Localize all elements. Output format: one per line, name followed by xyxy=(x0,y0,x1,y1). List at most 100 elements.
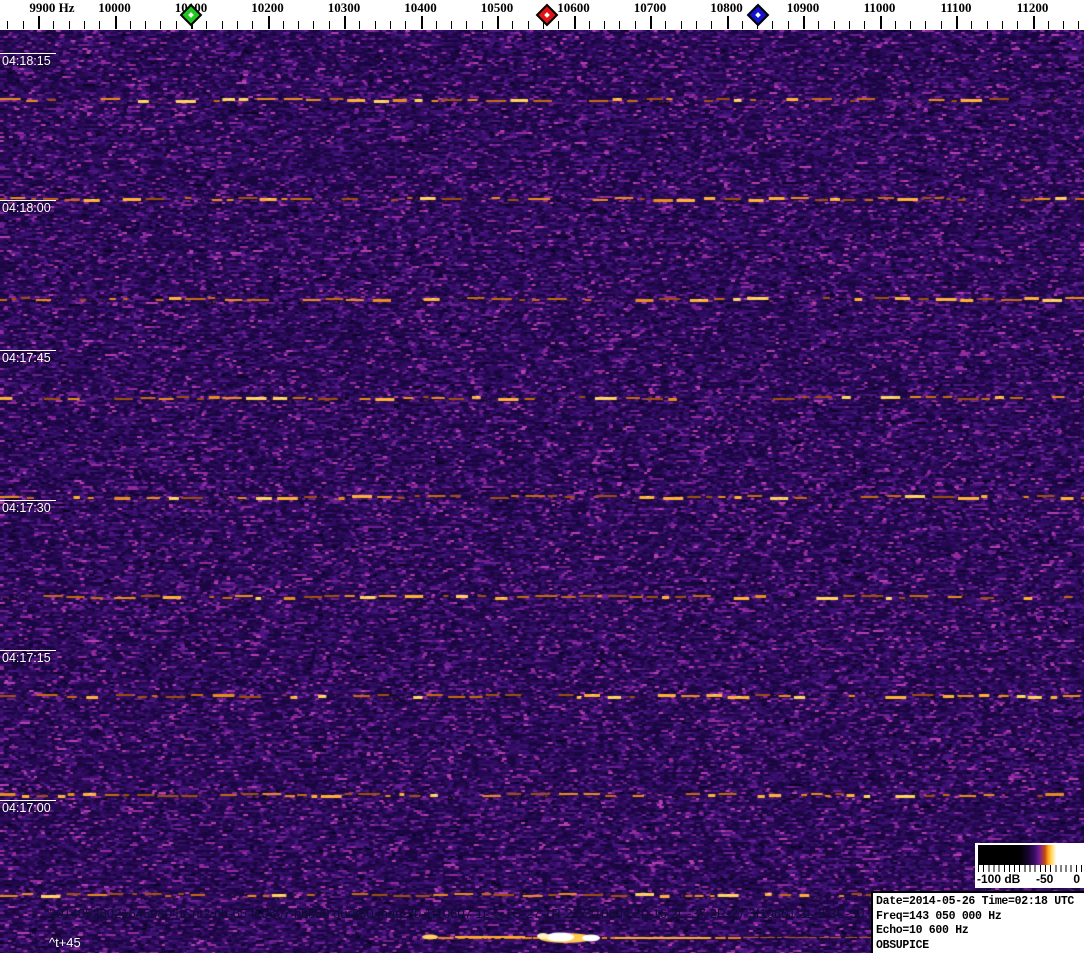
marker-center-dot xyxy=(543,12,550,18)
freq-major-tick xyxy=(803,16,805,29)
frequency-tick-label: 10400 xyxy=(404,0,437,15)
frequency-tick-label: 10500 xyxy=(480,0,514,15)
freq-minor-tick xyxy=(252,21,254,29)
freq-minor-tick xyxy=(848,21,850,29)
freq-minor-tick xyxy=(910,21,912,29)
time-tick-line xyxy=(0,53,56,54)
frequency-ruler: 9900 Hz100001010010200103001040010500106… xyxy=(0,0,1084,30)
freq-minor-tick xyxy=(558,21,560,29)
db-label-max: 0 xyxy=(1073,872,1080,886)
freq-minor-tick xyxy=(604,21,606,29)
time-label: 04:17:45 xyxy=(2,351,51,365)
freq-minor-tick xyxy=(389,21,391,29)
frequency-tick-label: 10000 xyxy=(98,0,131,15)
time-tick-line xyxy=(0,650,56,651)
cursor-time-label: ^t+45 xyxy=(49,935,81,950)
detection-status-line: 20140526021645980 hCnt2 nb-65 f10607 hit… xyxy=(49,906,897,921)
db-label-mid: -50 xyxy=(1036,872,1054,886)
freq-minor-tick xyxy=(787,21,789,29)
freq-minor-tick xyxy=(1017,21,1019,29)
freq-minor-tick xyxy=(282,21,284,29)
marker-center-dot xyxy=(188,12,194,18)
marker-center-dot xyxy=(755,12,761,18)
db-gradient-bar xyxy=(978,845,1081,865)
freq-minor-tick xyxy=(206,21,208,29)
time-tick-line xyxy=(0,500,56,501)
freq-major-tick xyxy=(1032,16,1035,29)
freq-minor-tick xyxy=(894,21,896,29)
freq-minor-tick xyxy=(818,21,820,29)
freq-major-tick xyxy=(344,16,346,29)
freq-minor-tick xyxy=(313,21,315,29)
freq-major-tick xyxy=(650,16,652,29)
freq-minor-tick xyxy=(83,21,85,29)
info-station: OBSUPICE xyxy=(876,938,929,952)
time-label: 04:17:30 xyxy=(2,501,51,515)
observation-info-box: Date=2014-05-26 Time=02:18 UTC Freq=143 … xyxy=(871,891,1084,953)
frequency-tick-label: 10800 xyxy=(710,0,743,15)
freq-minor-tick xyxy=(986,21,988,29)
time-label: 04:17:15 xyxy=(2,651,51,665)
frequency-tick-label: 11200 xyxy=(1016,0,1049,15)
frequency-tick-label: 9900 Hz xyxy=(29,0,75,15)
freq-minor-tick xyxy=(405,21,407,29)
freq-minor-tick xyxy=(833,21,835,29)
freq-minor-tick xyxy=(527,21,529,29)
freq-minor-tick xyxy=(741,21,743,29)
freq-minor-tick xyxy=(328,21,330,29)
time-tick-line xyxy=(0,200,56,201)
info-frequency: Freq=143 050 000 Hz xyxy=(876,909,1002,923)
freq-minor-tick xyxy=(634,21,636,29)
db-scale-legend: -100 dB -50 0 xyxy=(975,843,1084,888)
frequency-tick-label: 11000 xyxy=(863,0,896,15)
frequency-tick-label: 10300 xyxy=(327,0,361,15)
freq-minor-tick xyxy=(1063,21,1065,29)
freq-minor-tick xyxy=(451,21,453,29)
info-date-time: Date=2014-05-26 Time=02:18 UTC xyxy=(876,895,1075,908)
freq-minor-tick xyxy=(512,21,514,29)
time-label: 04:17:00 xyxy=(2,801,51,815)
db-tick-comb xyxy=(978,865,1082,872)
blue-marker[interactable] xyxy=(746,3,770,27)
spectrogram-canvas[interactable] xyxy=(0,30,1084,953)
freq-minor-tick xyxy=(435,21,437,29)
freq-minor-tick xyxy=(1001,21,1003,29)
freq-major-tick xyxy=(956,16,958,29)
freq-minor-tick xyxy=(1047,21,1049,29)
freq-minor-tick xyxy=(971,21,973,29)
freq-minor-tick xyxy=(588,21,590,29)
freq-minor-tick xyxy=(129,21,131,29)
red-marker[interactable] xyxy=(535,3,559,27)
freq-minor-tick xyxy=(772,21,774,29)
freq-minor-tick xyxy=(359,21,361,29)
freq-minor-tick xyxy=(298,21,300,29)
freq-major-tick xyxy=(267,16,270,29)
freq-minor-tick xyxy=(53,21,55,29)
freq-major-tick xyxy=(420,16,423,29)
freq-minor-tick xyxy=(940,21,942,29)
frequency-tick-label: 10600 xyxy=(557,0,590,15)
freq-minor-tick xyxy=(711,21,713,29)
freq-major-tick xyxy=(573,16,576,29)
freq-minor-tick xyxy=(160,21,162,29)
time-tick-line xyxy=(0,800,56,801)
freq-minor-tick xyxy=(374,21,376,29)
freq-minor-tick xyxy=(665,21,667,29)
info-echo: Echo=10 600 Hz xyxy=(876,924,969,938)
freq-minor-tick xyxy=(145,21,147,29)
time-label: 04:18:15 xyxy=(2,54,51,68)
freq-minor-tick xyxy=(68,21,70,29)
time-tick-line xyxy=(0,350,56,351)
frequency-tick-label: 10900 xyxy=(786,0,820,15)
freq-minor-tick xyxy=(22,21,24,29)
freq-minor-tick xyxy=(680,21,682,29)
frequency-tick-label: 10200 xyxy=(251,0,284,15)
freq-minor-tick xyxy=(99,21,101,29)
freq-minor-tick xyxy=(619,21,621,29)
freq-major-tick xyxy=(879,16,882,29)
freq-minor-tick xyxy=(542,21,544,29)
freq-minor-tick xyxy=(1078,21,1080,29)
freq-minor-tick xyxy=(175,21,177,29)
freq-minor-tick xyxy=(236,21,238,29)
